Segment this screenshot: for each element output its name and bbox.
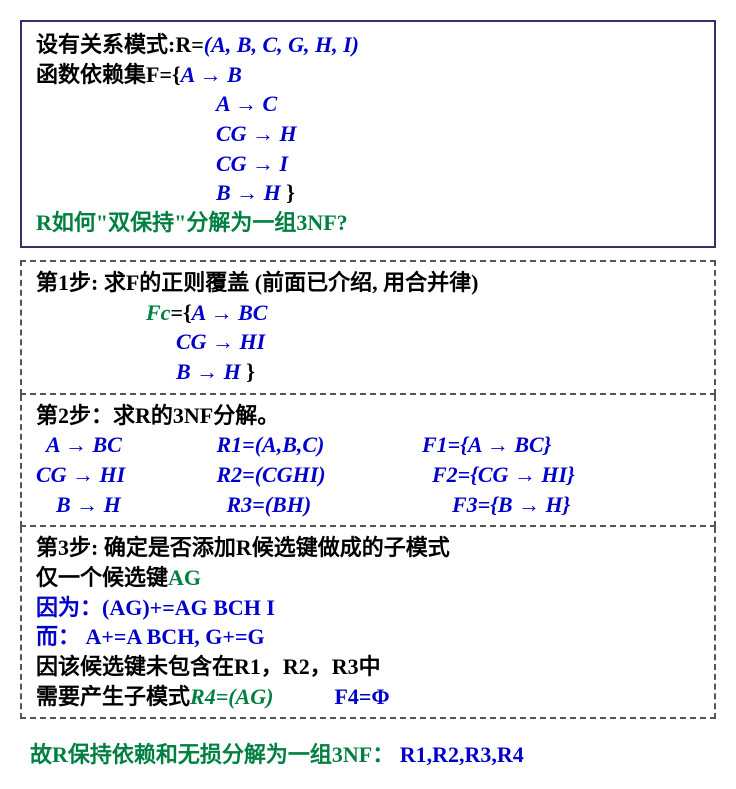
fd: CG → HI — [176, 329, 265, 354]
closure-line: 而： A+=A BCH, G+=G — [36, 622, 700, 652]
fd: B → H — [36, 490, 221, 520]
fset: F2={CG → HI} — [432, 462, 575, 487]
eq: ={ — [170, 300, 191, 325]
fset: F3={B → H} — [452, 492, 570, 517]
text: 需要产生子模式 — [36, 684, 190, 709]
step-title: 第3步: 确定是否添加R候选键做成的子模式 — [36, 533, 700, 563]
step-title: 第2步：求R的3NF分解。 — [36, 401, 700, 431]
f4: F4=Φ — [334, 684, 389, 709]
result: R1,R2,R3,R4 — [400, 742, 524, 767]
fd-line: CG → I — [36, 149, 700, 179]
fset: F1={A → BC} — [422, 432, 551, 457]
text: 函数依赖集F={ — [36, 62, 181, 87]
step-title: 第1步: 求F的正则覆盖 (前面已介绍, 用合并律) — [36, 268, 700, 298]
key: AG — [168, 565, 201, 590]
rel: R1=(A,B,C) — [217, 430, 417, 460]
decomp-row: A → BC R1=(A,B,C) F1={A → BC} — [36, 430, 700, 460]
fd: A → BC — [36, 430, 211, 460]
text: R如何"双保持"分解为一组3NF? — [36, 210, 348, 235]
question: R如何"双保持"分解为一组3NF? — [36, 208, 700, 238]
decomp-row: B → H R3=(BH) F3={B → H} — [36, 490, 700, 520]
fd-line: B → H } — [36, 178, 700, 208]
line: 设有关系模式:R=(A, B, C, G, H, I) — [36, 30, 700, 60]
fd: CG → H — [216, 121, 297, 146]
fc-line: CG → HI — [36, 327, 700, 357]
decomp-row: CG → HI R2=(CGHI) F2={CG → HI} — [36, 460, 700, 490]
fc-label: Fc — [146, 300, 170, 325]
fd-line: CG → H — [36, 119, 700, 149]
line: 函数依赖集F={A → B — [36, 60, 700, 90]
fd: A → C — [216, 91, 277, 116]
step3-box: 第3步: 确定是否添加R候选键做成的子模式 仅一个候选键AG 因为：(AG)+=… — [20, 527, 716, 719]
fd-line: A → C — [36, 89, 700, 119]
step2-box: 第2步：求R的3NF分解。 A → BC R1=(A,B,C) F1={A → … — [20, 395, 716, 528]
fd: A → BC — [192, 300, 268, 325]
text: 仅一个候选键 — [36, 565, 168, 590]
text: 设有关系模式:R= — [36, 32, 204, 57]
line: 因该候选键未包含在R1，R2，R3中 — [36, 652, 700, 682]
fd: B → H — [216, 180, 281, 205]
closure-line: 因为：(AG)+=AG BCH I — [36, 593, 700, 623]
brace: } — [281, 180, 295, 205]
r4: R4=(AG) — [190, 684, 273, 709]
text: 故R保持依赖和无损分解为一组3NF： — [30, 742, 394, 767]
fc-line: Fc={A → BC — [36, 298, 700, 328]
brace: } — [241, 359, 255, 384]
fd: B → H — [176, 359, 241, 384]
fd: CG → I — [216, 151, 288, 176]
rel: R3=(BH) — [227, 490, 447, 520]
line: 仅一个候选键AG — [36, 563, 700, 593]
rel: R2=(CGHI) — [217, 460, 427, 490]
conclusion: 故R保持依赖和无损分解为一组3NF： R1,R2,R3,R4 — [20, 737, 716, 769]
problem-box: 设有关系模式:R=(A, B, C, G, H, I) 函数依赖集F={A → … — [20, 20, 716, 248]
line: 需要产生子模式R4=(AG) F4=Φ — [36, 682, 700, 712]
fd: CG → HI — [36, 460, 211, 490]
schema: (A, B, C, G, H, I) — [204, 32, 359, 57]
step1-box: 第1步: 求F的正则覆盖 (前面已介绍, 用合并律) Fc={A → BC CG… — [20, 260, 716, 395]
fc-line: B → H } — [36, 357, 700, 387]
fd: A → B — [181, 62, 242, 87]
